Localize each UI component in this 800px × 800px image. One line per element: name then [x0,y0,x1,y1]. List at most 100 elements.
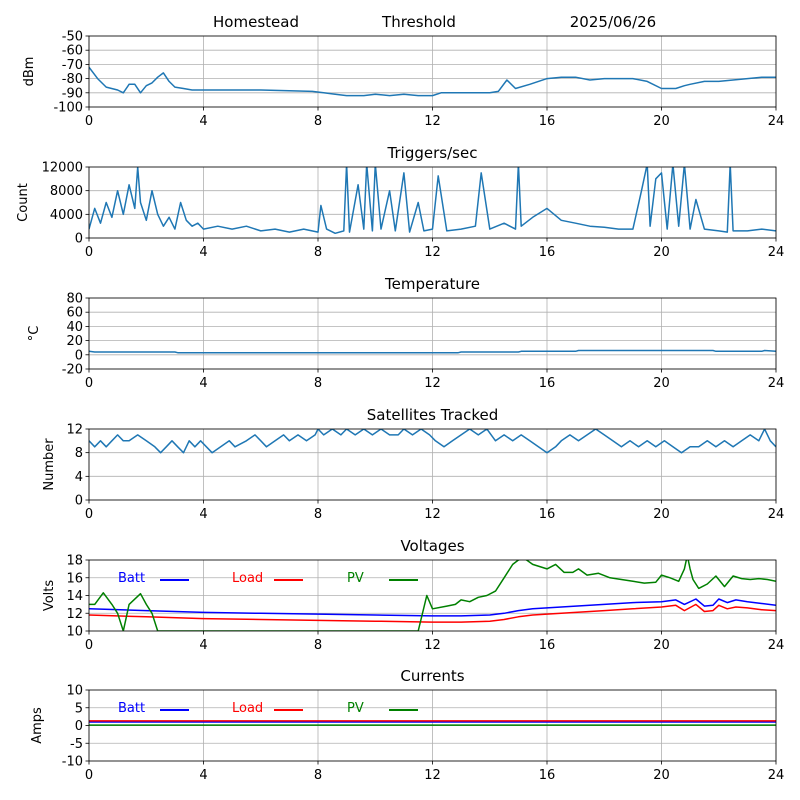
voltages-xtick-label: 12 [424,638,441,653]
voltages-xtick-label: 16 [539,638,556,653]
threshold-ytick-label: -60 [62,44,83,59]
currents-ylabel: Amps [30,707,45,744]
triggers-ytick-label: 0 [75,232,83,247]
currents-xtick-label: 20 [653,768,670,783]
currents-ytick-label: 0 [75,719,83,734]
triggers-xtick-label: 16 [539,245,556,260]
satellites-ytick-label: 12 [66,423,83,438]
triggers-series-line [89,167,776,235]
temperature-xtick-label: 4 [199,376,207,391]
temperature-ylabel: °C [27,326,42,342]
triggers-ylabel: Count [16,183,31,222]
voltages-title: Voltages [400,537,464,555]
satellites-ytick-label: 4 [75,470,83,485]
triggers-xtick-label: 4 [199,245,207,260]
triggers-title: Triggers/sec [387,144,478,162]
voltages-ytick-label: 14 [66,589,83,604]
triggers-ytick-label: 4000 [50,208,83,223]
satellites-xtick-label: 24 [768,507,785,522]
triggers-xtick-label: 8 [314,245,322,260]
triggers-ytick-label: 12000 [42,161,83,176]
voltages-ytick-label: 16 [66,571,83,586]
currents-ytick-label: 5 [75,701,83,716]
voltages-ytick-label: 12 [66,607,83,622]
currents-xtick-label: 4 [199,768,207,783]
temperature-xtick-label: 8 [314,376,322,391]
currents-xtick-label: 12 [424,768,441,783]
temperature-ytick-label: -20 [62,363,83,378]
currents-title: Currents [400,667,464,685]
voltages-batt-line [89,598,776,617]
currents-xtick-label: 8 [314,768,322,783]
header-date: 2025/06/26 [570,13,656,31]
satellites-series-line [89,429,776,454]
temperature-ytick-label: 20 [66,334,83,349]
voltages-load-line [89,603,776,623]
threshold-xtick-label: 24 [768,114,785,129]
voltages-ytick-label: 10 [66,625,83,640]
voltages-panel: 0 4 8 12 16 20 24 10 12 14 16 18 Voltages Volts Batt Lo… [42,537,784,653]
temperature-ytick-label: 0 [75,348,83,363]
voltages-xtick-label: 8 [314,638,322,653]
currents-panel: 0 4 8 12 16 20 24 -10 -5 0 5 10 Currents Amps Batt Load… [30,667,784,783]
threshold-panel: 0 4 8 12 16 20 24 -100-90-80-70-60-50 dBm [22,30,784,130]
currents-ytick-label: -10 [62,755,83,770]
voltages-ytick-label: 18 [66,554,83,569]
threshold-xtick-label: 16 [539,114,556,129]
triggers-xtick-label: 12 [424,245,441,260]
voltages-legend-batt-label: Batt [118,571,145,586]
temperature-title: Temperature [384,275,480,293]
temperature-ytick-label: 60 [66,306,83,321]
threshold-xtick-label: 0 [85,114,93,129]
temperature-xtick-label: 20 [653,376,670,391]
satellites-xtick-label: 20 [653,507,670,522]
threshold-ytick-label: -50 [62,30,83,45]
voltages-legend-pv-label: PV [347,571,364,586]
satellites-xtick-label: 12 [424,507,441,522]
satellites-xtick-label: 4 [199,507,207,522]
threshold-ytick-label: -70 [62,58,83,73]
temperature-ytick-label: 40 [66,320,83,335]
voltages-ylabel: Volts [42,580,57,612]
temperature-series-line [89,349,776,354]
threshold-xtick-label: 4 [199,114,207,129]
satellites-ylabel: Number [42,438,57,491]
voltages-xtick-label: 4 [199,638,207,653]
threshold-ylabel: dBm [22,57,37,87]
threshold-xtick-label: 20 [653,114,670,129]
header-mode: Threshold [381,13,456,31]
temperature-ytick-label: 80 [66,292,83,307]
header-site: Homestead [213,13,299,31]
threshold-series-line [89,66,776,97]
currents-xtick-label: 16 [539,768,556,783]
triggers-panel: 0 4 8 12 16 20 24 0 4000 8000 12000 Triggers/sec Cou… [16,144,784,260]
threshold-ytick-label: -100 [53,101,83,116]
voltages-pv-line [89,560,776,631]
satellites-ytick-label: 8 [75,446,83,461]
satellites-title: Satellites Tracked [367,406,498,424]
temperature-xtick-label: 16 [539,376,556,391]
voltages-xtick-label: 20 [653,638,670,653]
satellites-xtick-label: 0 [85,507,93,522]
temperature-xtick-label: 0 [85,376,93,391]
threshold-ytick-label: -90 [62,86,83,101]
voltages-legend-load-label: Load [232,571,263,586]
triggers-ytick-label: 8000 [50,184,83,199]
currents-ytick-label: 10 [66,684,83,699]
temperature-xtick-label: 24 [768,376,785,391]
threshold-xtick-label: 8 [314,114,322,129]
temperature-xtick-label: 12 [424,376,441,391]
voltages-xtick-label: 0 [85,638,93,653]
voltages-xtick-label: 24 [768,638,785,653]
triggers-xtick-label: 20 [653,245,670,260]
satellites-xtick-label: 16 [539,507,556,522]
satellites-xtick-label: 8 [314,507,322,522]
currents-legend-load-label: Load [232,701,263,716]
satellites-panel: 0 4 8 12 16 20 24 0 4 8 12 Satellites Tracked Number [42,406,784,522]
triggers-xtick-label: 0 [85,245,93,260]
triggers-xtick-label: 24 [768,245,785,260]
